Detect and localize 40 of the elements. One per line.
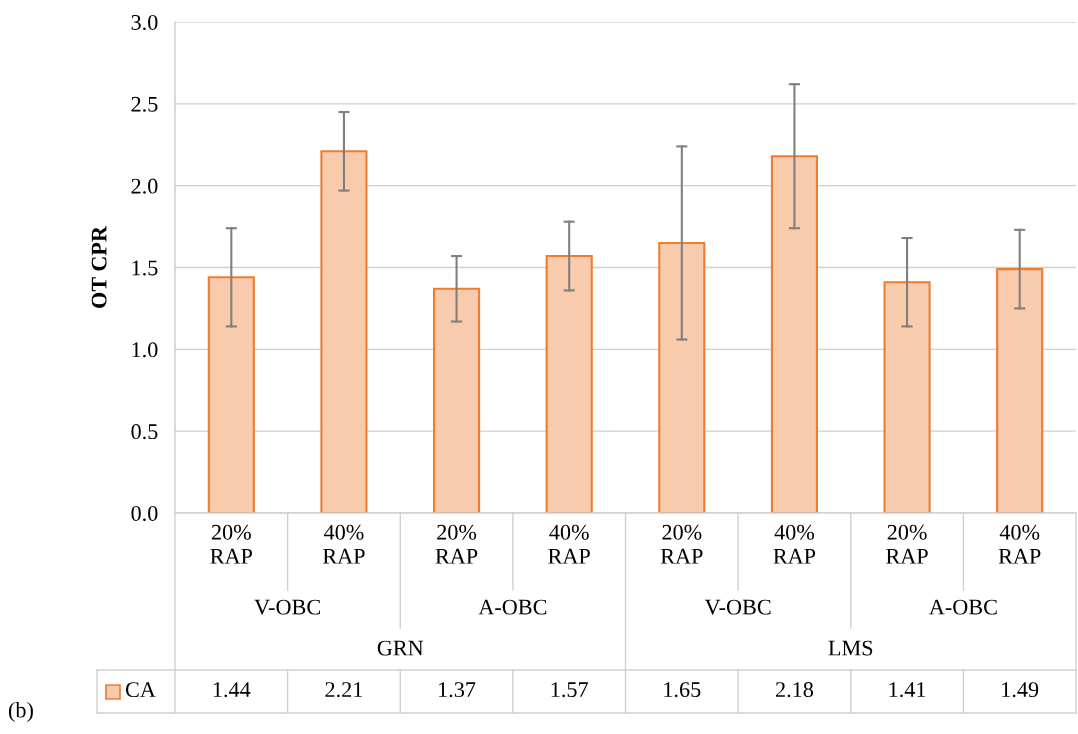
bar [658,241,706,513]
data-label: 1.57 [551,682,588,698]
text: LMS [828,640,873,656]
text: V-OBC [254,599,320,615]
text: A-OBC [929,599,997,615]
x-tick-label: 40% RAP [322,524,365,564]
text: GRN [377,640,424,656]
data-label: 1.65 [664,682,701,698]
x-tick-label: 40% RAP [773,524,816,564]
x-tick-label: 20% RAP [886,524,928,564]
x-tick-label: 20% RAP [210,524,253,564]
y-tick-label: 0.5 [131,424,158,440]
y-tick-label: 2.0 [131,178,158,194]
bar [320,150,368,513]
x-tick-label: 40% RAP [998,524,1041,564]
text: V-OBC [704,599,771,615]
y-tick-label: 1.0 [132,342,158,358]
bar [996,268,1044,513]
data-label: 2.18 [775,682,814,698]
data-label: 1.49 [1002,682,1039,698]
x-tick-label: 20% RAP [660,524,703,564]
x-tick-label: 20% RAP [435,524,478,564]
legend-label: CA [125,682,156,698]
y-tick-label: 3.0 [131,14,158,31]
y-tick-label: 0.0 [131,505,158,522]
data-label: 1.44 [213,682,251,698]
y-axis-title: OT CPR [91,225,107,308]
x-tick-label: 40% RAP [548,524,590,564]
text: (b) [8,701,33,723]
y-tick-label: 2.5 [131,96,158,112]
data-label: 1.41 [889,682,926,698]
data-label: 1.37 [439,682,476,698]
bar [207,276,255,513]
y-tick-label: 1.5 [132,260,158,276]
bar [545,255,593,513]
data-label: 2.21 [325,682,363,698]
bar [770,155,818,513]
bar [433,287,481,513]
text: A-OBC [478,599,547,615]
bar [883,281,931,513]
